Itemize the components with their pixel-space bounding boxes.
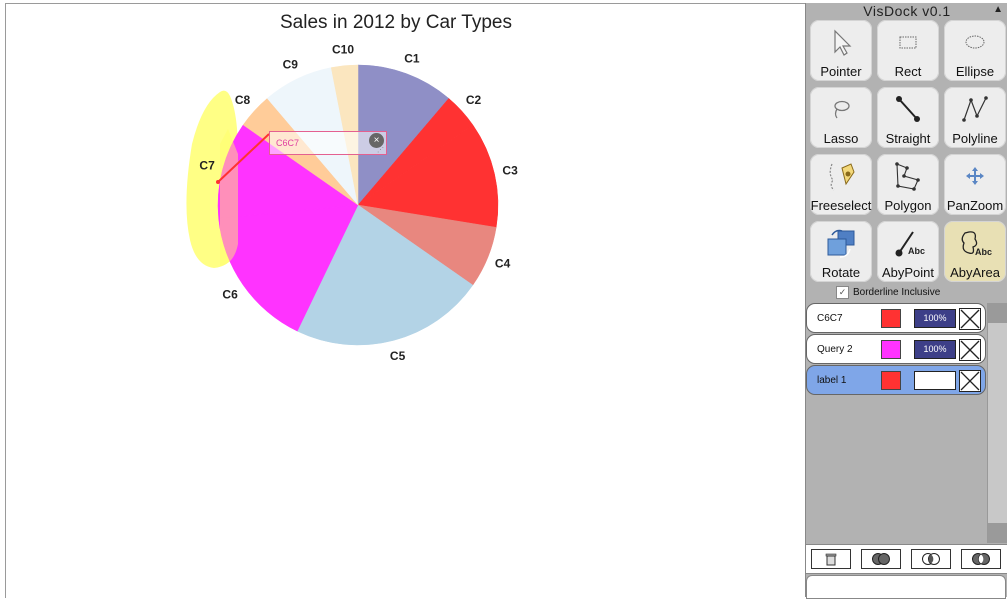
lasso-icon — [810, 93, 872, 125]
delete-query-icon[interactable] — [959, 370, 981, 392]
pie-label-c8: C8 — [235, 93, 251, 107]
annotation-leader-line — [217, 133, 270, 183]
tool-lasso[interactable]: Lasso — [810, 87, 872, 148]
pie-label-c1: C1 — [404, 52, 420, 66]
tool-polyline[interactable]: Polyline — [944, 87, 1006, 148]
annotation-box[interactable]: C6C7 × ⋰ — [269, 131, 387, 155]
tool-label: Rotate — [821, 265, 861, 280]
pie-slice-c6[interactable] — [218, 204, 359, 332]
pie-label-c4: C4 — [495, 257, 511, 271]
pie-label-c2: C2 — [466, 93, 482, 107]
tool-label: Freeselect — [810, 198, 872, 213]
tool-label: AbyArea — [950, 265, 1000, 280]
tool-ellipse[interactable]: Ellipse — [944, 20, 1006, 81]
query-opacity[interactable] — [914, 371, 956, 390]
polyline-icon — [944, 93, 1006, 125]
query-color-swatch[interactable] — [881, 371, 901, 390]
resize-grip-icon[interactable]: ⋰ — [377, 147, 384, 154]
annotate-by-area-icon: Abc — [944, 227, 1006, 259]
straight-line-icon — [877, 93, 939, 125]
pie-label-c6: C6 — [222, 287, 238, 301]
pan-zoom-icon — [944, 160, 1006, 192]
tool-straight[interactable]: Straight — [877, 87, 939, 148]
set-operations-bar — [806, 544, 1007, 574]
query-name[interactable]: Query 2 — [817, 344, 853, 355]
tool-panzoom[interactable]: PanZoom — [944, 154, 1006, 215]
rectangle-icon — [877, 26, 939, 58]
tool-label: Ellipse — [955, 64, 995, 79]
tool-pointer[interactable]: Pointer — [810, 20, 872, 81]
tool-label: Straight — [885, 131, 931, 146]
tool-label: Polygon — [884, 198, 932, 213]
freeselect-icon — [810, 160, 872, 192]
borderline-inclusive-option[interactable]: ✓ Borderline Inclusive — [836, 286, 940, 299]
tool-label: AbyPoint — [881, 265, 935, 280]
tool-label: Pointer — [820, 64, 862, 79]
tool-label: Rect — [894, 64, 922, 79]
query-color-swatch[interactable] — [881, 309, 901, 328]
pointer-icon — [810, 26, 872, 58]
visualization-canvas[interactable]: C1 C2 C3 C4 C5 C6 C7 C8 C9 C10 Sales in 2012 by C… — [5, 3, 806, 598]
dock-title: VisDock v0.1 — [863, 3, 951, 19]
visdock-panel: VisDock v0.1 ▲ Pointer Rect Ellipse Lass… — [805, 3, 1007, 599]
annotate-by-point-icon: Abc — [877, 227, 939, 259]
tool-label: Polyline — [952, 131, 998, 146]
scroll-down-button[interactable] — [988, 523, 1007, 543]
delete-query-icon[interactable] — [959, 339, 981, 361]
pie-label-c3: C3 — [502, 163, 518, 177]
borderline-checkbox[interactable]: ✓ — [836, 286, 849, 299]
polygon-icon — [877, 160, 939, 192]
xor-icon[interactable] — [961, 549, 1001, 569]
annotation-anchor-point[interactable] — [216, 180, 220, 184]
query-list-scrollbar[interactable] — [987, 303, 1007, 543]
tool-label: Lasso — [823, 131, 859, 146]
svg-text:Abc: Abc — [975, 247, 992, 257]
query-name[interactable]: label 1 — [817, 375, 847, 386]
query-color-swatch[interactable] — [881, 340, 901, 359]
tool-label: PanZoom — [946, 198, 1004, 213]
query-item[interactable]: Query 2 100% — [806, 334, 986, 364]
tool-abypoint[interactable]: Abc AbyPoint — [877, 221, 939, 282]
delete-query-icon[interactable] — [959, 308, 981, 330]
query-opacity[interactable]: 100% — [914, 340, 956, 359]
ellipse-icon — [944, 26, 1006, 58]
pie-slice-c5[interactable] — [296, 204, 474, 346]
intersect-icon[interactable] — [861, 549, 901, 569]
close-icon[interactable]: × — [369, 133, 384, 148]
borderline-label: Borderline Inclusive — [853, 287, 941, 298]
pie-slice-c1[interactable] — [357, 64, 450, 206]
tool-rotate[interactable]: Rotate — [810, 221, 872, 282]
pie-label-c5: C5 — [390, 349, 406, 363]
union-icon[interactable] — [911, 549, 951, 569]
tool-rect[interactable]: Rect — [877, 20, 939, 81]
dock-footer-panel — [806, 575, 1006, 599]
chart-title: Sales in 2012 by Car Types — [279, 12, 512, 33]
tool-polygon[interactable]: Polygon — [877, 154, 939, 215]
query-item-selected[interactable]: label 1 — [806, 365, 986, 395]
pie-slice-c3[interactable] — [357, 124, 499, 228]
scroll-up-button[interactable] — [988, 303, 1007, 323]
trash-icon[interactable] — [811, 549, 851, 569]
collapse-toggle-icon[interactable]: ▲ — [993, 4, 1003, 15]
tool-freeselect[interactable]: Freeselect — [810, 154, 872, 215]
query-opacity[interactable]: 100% — [914, 309, 956, 328]
tool-abyarea[interactable]: Abc AbyArea — [944, 221, 1006, 282]
pie-label-c10: C10 — [332, 43, 354, 57]
lasso-overlap-highlight — [220, 129, 238, 266]
rotate-icon — [810, 227, 872, 259]
pie-label-c9: C9 — [283, 57, 299, 71]
annotation-label: C6C7 — [276, 138, 300, 148]
query-item[interactable]: C6C7 100% — [806, 303, 986, 333]
pie-label-c7: C7 — [199, 158, 215, 172]
query-name[interactable]: C6C7 — [817, 313, 843, 324]
svg-text:Abc: Abc — [908, 246, 925, 256]
